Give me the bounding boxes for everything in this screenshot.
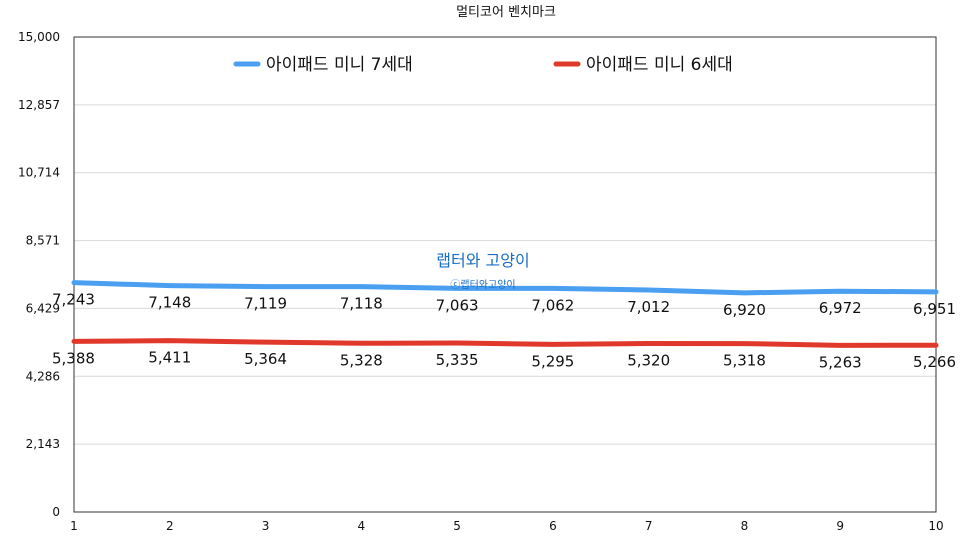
data-label: 6,920 — [723, 301, 766, 319]
data-label: 5,335 — [436, 351, 479, 369]
x-tick-label: 6 — [549, 519, 557, 533]
data-labels: 7,243 7,148 7,119 7,118 7,063 7,062 7,012 6,920… — [52, 291, 956, 372]
data-label: 7,118 — [340, 295, 383, 313]
y-tick-label: 8,571 — [26, 234, 60, 248]
data-label: 7,063 — [436, 296, 479, 314]
x-tick-label: 5 — [453, 519, 461, 533]
grid-lines — [74, 36, 936, 513]
watermark-text: 랩터와 고양이 — [436, 251, 529, 270]
chart-title: 멀티코어 벤치마크 — [456, 5, 556, 20]
data-label: 6,951 — [913, 300, 956, 318]
data-label: 7,119 — [244, 295, 287, 313]
series-line-1 — [71, 280, 939, 296]
data-label: 7,012 — [627, 298, 670, 316]
y-tick-label: 15,000 — [18, 30, 60, 44]
x-tick-label: 1 — [70, 519, 78, 533]
data-label: 5,295 — [531, 352, 574, 370]
y-tick-label: 2,143 — [26, 437, 60, 451]
x-tick-label: 9 — [836, 519, 844, 533]
x-tick-label: 7 — [645, 519, 653, 533]
watermark-copyright: ⓒ랩터와고양이 — [450, 279, 515, 291]
x-axis: 1 2 3 4 5 6 7 8 9 10 — [70, 519, 943, 533]
y-tick-label: 6,429 — [26, 301, 60, 315]
data-label: 5,263 — [819, 353, 862, 371]
y-axis: 0 2,143 4,286 6,429 8,571 10,714 12,857 15,000 — [18, 30, 60, 519]
data-label: 5,388 — [52, 349, 95, 367]
data-label: 5,318 — [723, 352, 766, 370]
y-tick-label: 0 — [52, 505, 60, 519]
y-tick-label: 12,857 — [18, 98, 60, 112]
data-label: 5,320 — [627, 352, 670, 370]
legend: 아이패드 미니 7세대 아이패드 미니 6세대 — [233, 55, 733, 75]
data-label: 5,364 — [244, 350, 287, 368]
watermark: 랩터와 고양이 ⓒ랩터와고양이 — [436, 251, 529, 291]
data-label: 5,411 — [148, 349, 191, 367]
data-label: 7,243 — [52, 291, 95, 309]
legend-label-1: 아이패드 미니 7세대 — [266, 55, 413, 75]
data-label: 6,972 — [819, 299, 862, 317]
y-tick-label: 4,286 — [26, 369, 60, 383]
legend-label-2: 아이패드 미니 6세대 — [586, 55, 733, 75]
x-tick-label: 8 — [741, 519, 749, 533]
data-label: 7,148 — [148, 294, 191, 312]
y-tick-label: 10,714 — [18, 166, 60, 180]
data-label: 5,266 — [913, 353, 956, 371]
x-tick-label: 2 — [166, 519, 174, 533]
x-tick-label: 4 — [358, 519, 366, 533]
x-tick-label: 10 — [928, 519, 943, 533]
series-lines — [71, 280, 939, 348]
plot-frame — [73, 36, 937, 513]
data-label: 5,328 — [340, 351, 383, 369]
x-tick-label: 3 — [262, 519, 270, 533]
data-label: 7,062 — [531, 296, 574, 314]
series-line-2 — [71, 338, 939, 348]
